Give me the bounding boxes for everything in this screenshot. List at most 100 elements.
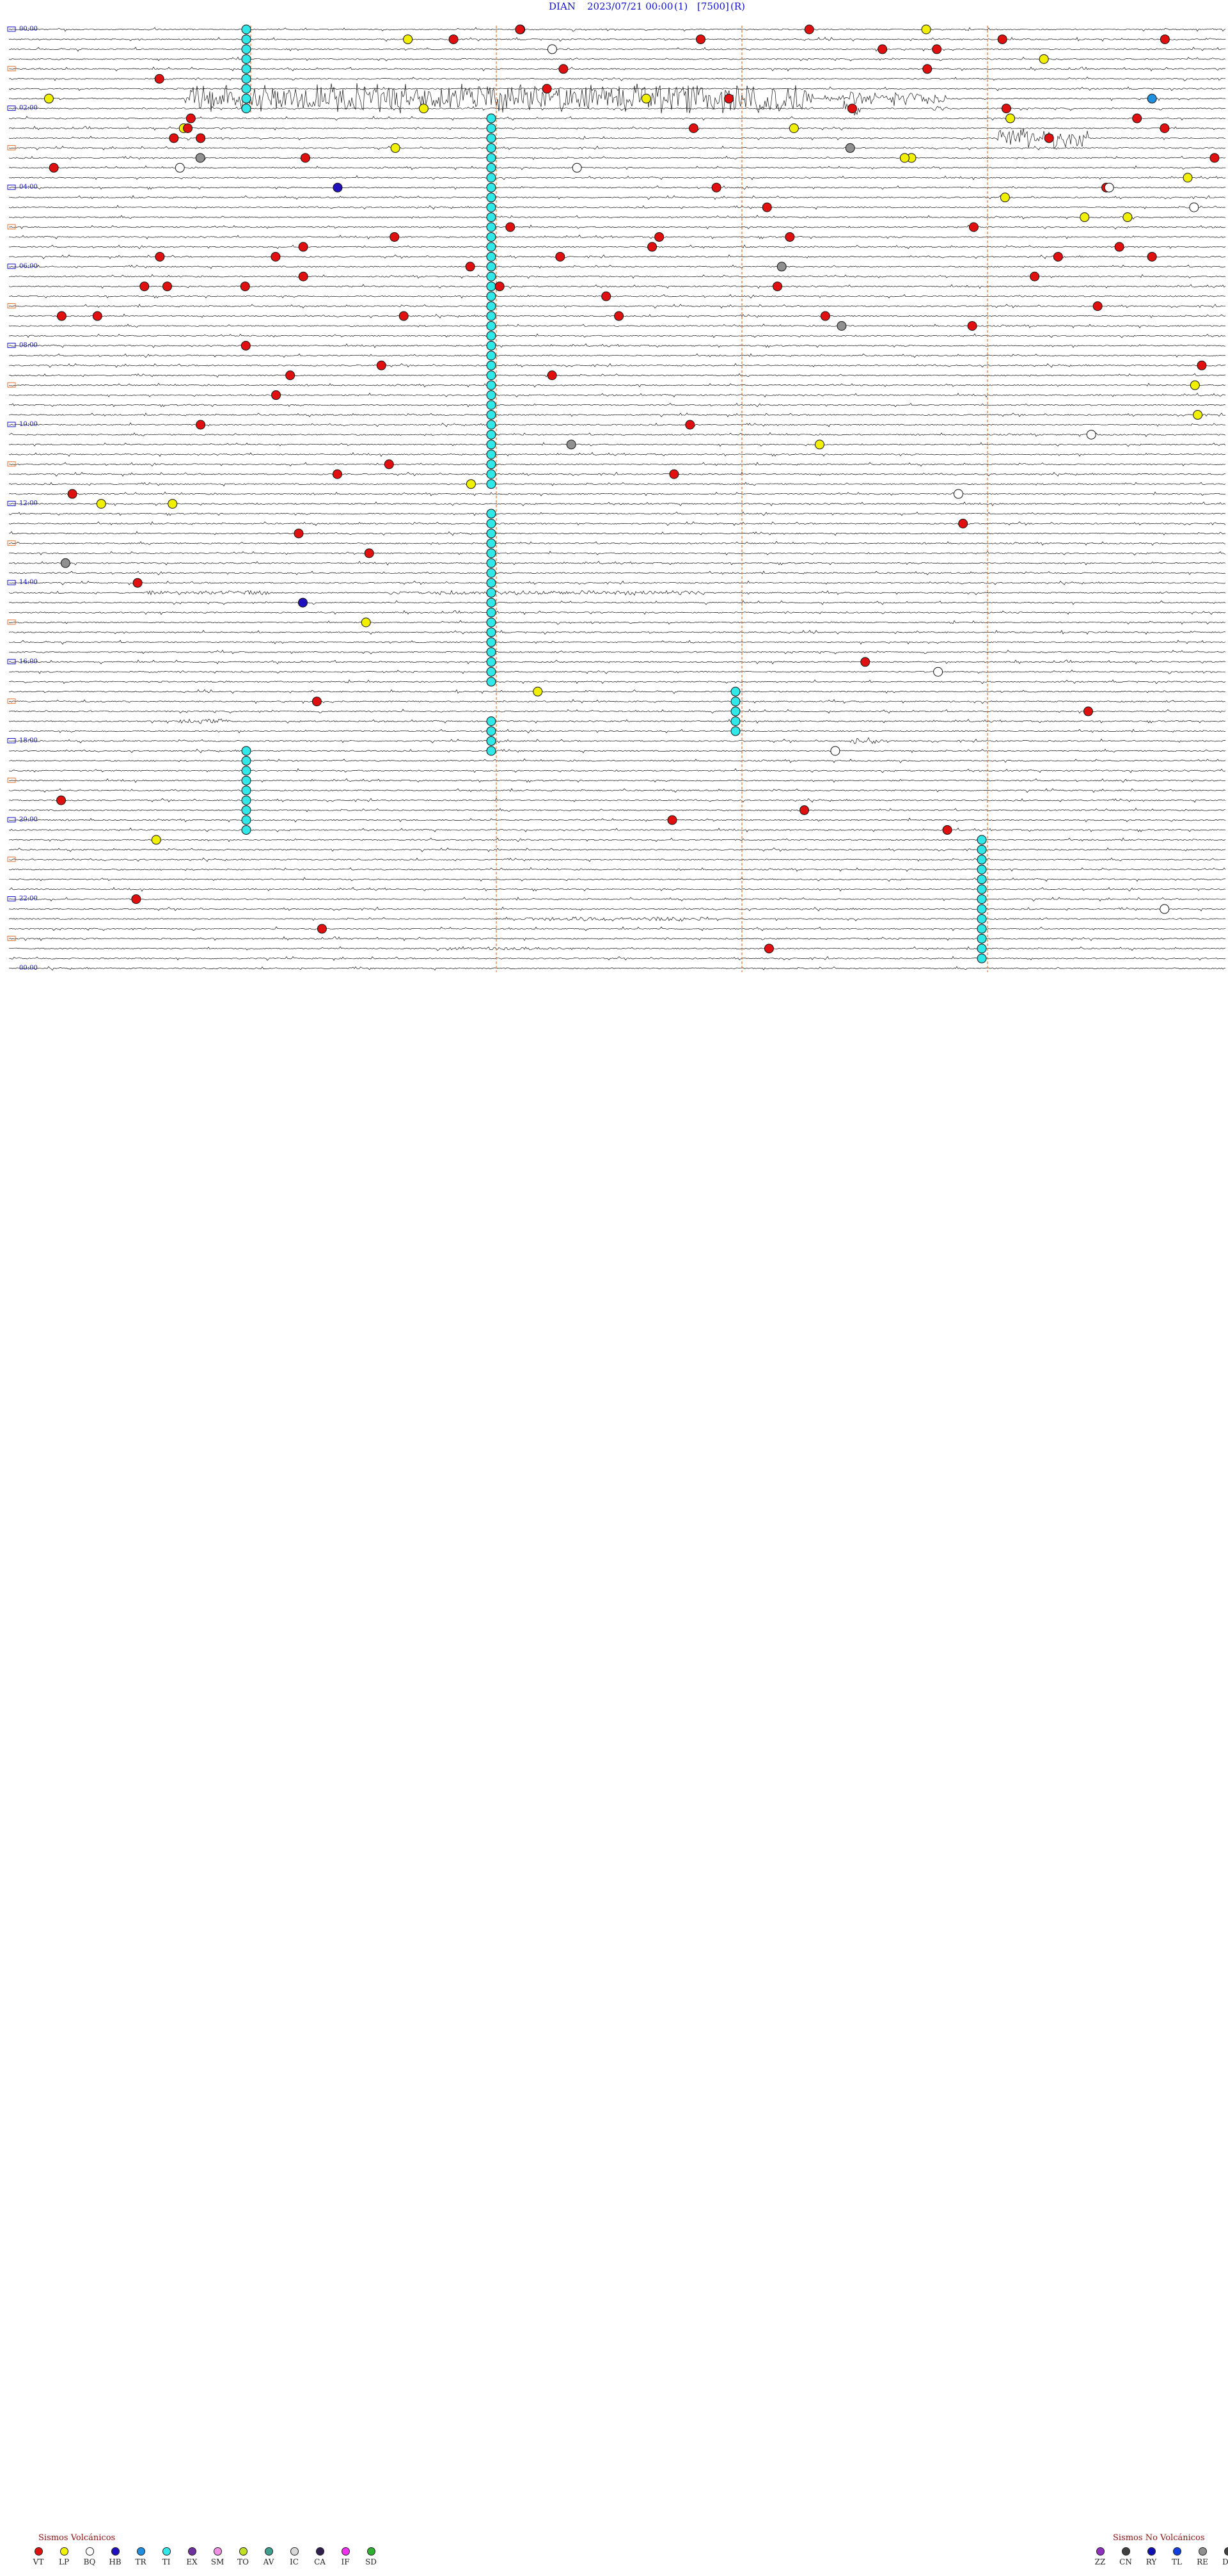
- trace-line: [8, 432, 1226, 438]
- event-dot: [139, 281, 150, 292]
- trace-line: [8, 491, 1226, 496]
- event-dot: [196, 133, 206, 143]
- event-dot: [271, 251, 281, 262]
- ti-dot: [486, 578, 496, 588]
- trace-line: [8, 125, 1226, 131]
- volcanic-legend-tr: TR: [128, 2547, 154, 2566]
- event-dot: [533, 686, 543, 697]
- ti-dot: [486, 351, 496, 361]
- nonvolcanic-legend-title: Sismos No Volcánicos: [1113, 2533, 1205, 2543]
- trace-line: [8, 560, 1226, 566]
- ti-dot: [241, 64, 251, 74]
- ti-dot: [241, 825, 251, 835]
- trace-line: [8, 926, 1226, 931]
- volcanic-legend-av: AV: [256, 2547, 281, 2566]
- ti-dot: [486, 716, 496, 726]
- event-dot: [240, 281, 250, 292]
- row-tick: [7, 777, 16, 783]
- trace-line: [8, 778, 1226, 784]
- volcanic-legend-ti: TI: [154, 2547, 179, 2566]
- volcanic-legend-ic: IC: [281, 2547, 307, 2566]
- nonvolcanic-legend-cn: CN: [1113, 2547, 1138, 2566]
- volcanic-legend-lp: LP: [51, 2547, 77, 2566]
- trace-line: [8, 294, 1226, 299]
- event-dot: [418, 104, 429, 114]
- trace-line: [8, 590, 1226, 596]
- event-dot: [297, 597, 308, 608]
- row-tick: [7, 184, 16, 190]
- ti-dot: [977, 874, 987, 885]
- trace-line: [8, 36, 1226, 42]
- ti-dot: [486, 538, 496, 548]
- event-dot: [132, 578, 143, 588]
- ti-dot: [241, 766, 251, 776]
- event-dot: [49, 162, 59, 173]
- ti-dot: [486, 182, 496, 193]
- event-dot: [154, 74, 164, 84]
- trace-line: [8, 283, 1226, 289]
- event-dot: [1147, 93, 1157, 104]
- trace-line: [9, 274, 1226, 279]
- trace-line: [8, 264, 1225, 269]
- ti-dot: [486, 439, 496, 450]
- event-dot: [776, 262, 787, 272]
- event-dot: [364, 548, 374, 558]
- trace-line: [8, 788, 1226, 793]
- event-dot: [572, 162, 582, 173]
- ti-dot: [486, 222, 496, 232]
- ti-dot: [977, 924, 987, 934]
- hour-label: 22:00: [19, 896, 38, 903]
- ti-dot: [486, 479, 496, 489]
- event-dot: [300, 153, 310, 163]
- trace-line: [8, 659, 1226, 665]
- trace-line: [8, 640, 1226, 645]
- event-dot: [1193, 410, 1203, 420]
- trace-line: [8, 412, 1225, 418]
- row-tick: [7, 342, 16, 348]
- event-dot: [56, 311, 67, 321]
- event-dot: [317, 924, 327, 934]
- event-dot: [1030, 271, 1040, 281]
- trace-line: [8, 571, 1226, 576]
- trace-line: [8, 422, 1226, 427]
- event-dot: [830, 746, 840, 756]
- row-tick: [7, 382, 16, 388]
- ti-dot: [486, 667, 496, 677]
- nonvolcanic-legend-tl: TL: [1164, 2547, 1190, 2566]
- legend-label: IF: [341, 2557, 350, 2566]
- ti-dot: [241, 104, 251, 114]
- legend-label: CN: [1119, 2557, 1132, 2566]
- row-tick: [7, 738, 16, 743]
- ti-dot: [241, 93, 251, 104]
- ti-dot: [486, 677, 496, 687]
- event-dot: [922, 64, 933, 74]
- event-dot: [820, 311, 830, 321]
- trace-line: [8, 214, 1226, 220]
- trace-line: [8, 847, 1226, 853]
- ti-dot: [241, 74, 251, 84]
- event-dot: [1160, 34, 1170, 44]
- event-dot: [515, 24, 525, 35]
- event-dot: [60, 558, 70, 568]
- trace-line: [8, 353, 1226, 358]
- trace-line: [8, 857, 1226, 862]
- ti-dot: [486, 519, 496, 528]
- hour-label: 06:00: [19, 263, 38, 270]
- ti-dot: [486, 251, 496, 262]
- legend-label: DS: [1222, 2557, 1228, 2566]
- event-dot: [845, 143, 855, 153]
- ti-dot: [486, 509, 496, 519]
- trace-line: [9, 333, 1226, 338]
- legend-swatch: [213, 2547, 222, 2556]
- ti-dot: [977, 904, 987, 914]
- trace-line: [8, 521, 1226, 526]
- trace-line: [8, 689, 1226, 694]
- trace-line: [8, 185, 1226, 190]
- event-dot: [933, 667, 943, 677]
- trace-line: [8, 620, 1226, 625]
- event-dot: [1190, 380, 1200, 390]
- ti-dot: [241, 54, 251, 64]
- event-dot: [814, 439, 824, 450]
- event-dot: [1080, 212, 1090, 223]
- ti-dot: [486, 271, 496, 281]
